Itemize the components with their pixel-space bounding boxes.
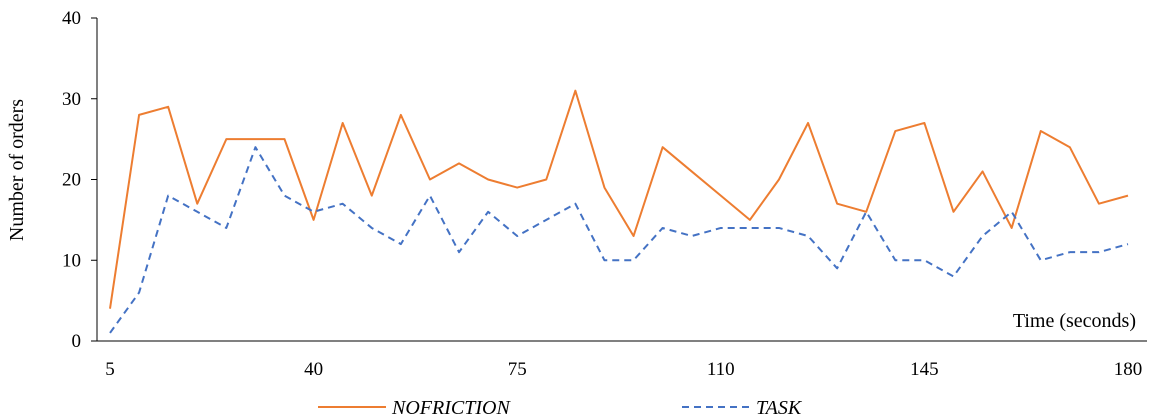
x-tick-label: 5 — [105, 359, 115, 380]
legend: NOFRICTION TASK — [318, 397, 803, 419]
y-axis-label: Number of orders — [6, 99, 28, 241]
y-tick-label: 40 — [62, 8, 81, 29]
x-tick-label: 110 — [707, 359, 735, 380]
series-line-nofriction — [109, 89, 1129, 309]
x-tick-label: 75 — [508, 359, 527, 380]
legend-label-task: TASK — [756, 397, 803, 419]
series-line-task — [109, 146, 1129, 334]
y-axis-ticks: 0 10 20 30 40 — [62, 8, 97, 352]
series-layer — [109, 89, 1129, 334]
legend-label-nofriction: NOFRICTION — [391, 397, 511, 419]
x-axis-ticks: 5 40 75 110 145 180 — [105, 359, 1142, 380]
x-tick-label: 145 — [910, 359, 939, 380]
x-tick-label: 180 — [1114, 359, 1143, 380]
x-tick-label: 40 — [304, 359, 323, 380]
y-tick-label: 20 — [62, 170, 81, 191]
y-tick-label: 10 — [62, 250, 81, 271]
x-axis-label: Time (seconds) — [1013, 310, 1136, 332]
y-tick-label: 30 — [62, 89, 81, 110]
y-tick-label: 0 — [72, 331, 82, 352]
